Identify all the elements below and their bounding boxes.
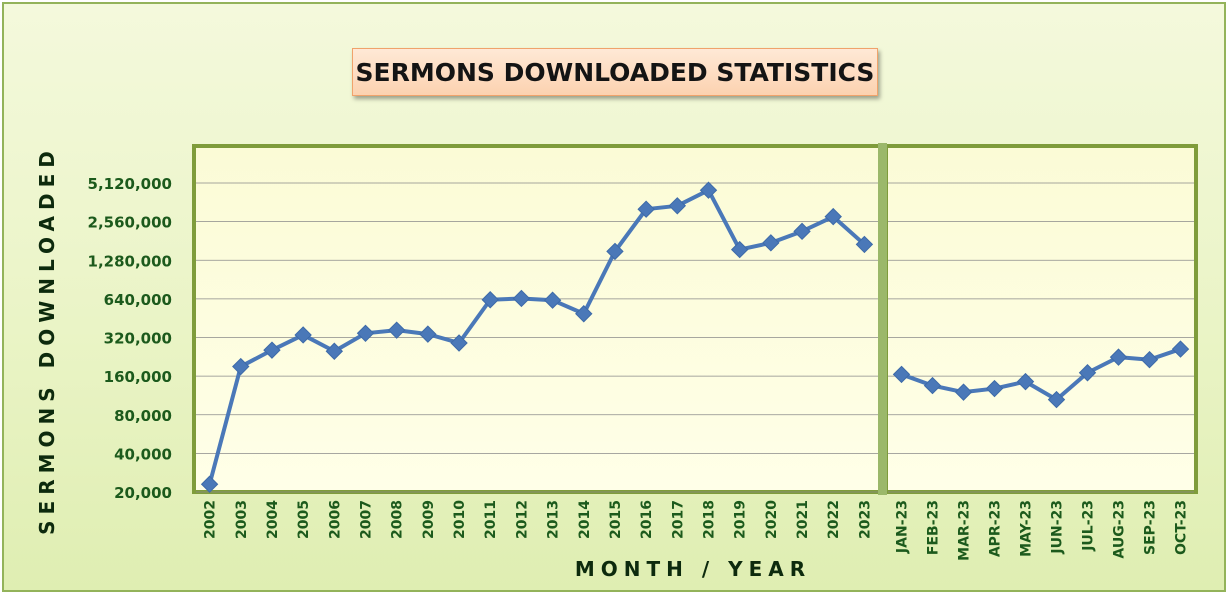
x-axis-ticks: 2002 2003 2004 2005 2006 2007 2008 2009 2010 2011… <box>203 500 1190 561</box>
x-axis-title: MONTH / YEAR <box>575 557 811 581</box>
series-line-monthly <box>900 347 1182 402</box>
plot-panel-1 <box>192 144 882 494</box>
data-point <box>855 235 874 254</box>
data-point <box>325 342 344 360</box>
data-point <box>1047 390 1066 409</box>
x-tick-label: 2016 <box>639 500 655 539</box>
panel-divider <box>878 143 887 495</box>
x-tick-label: 2002 <box>203 500 219 539</box>
x-tick-label: JUL-23 <box>1081 500 1097 552</box>
x-tick-label: MAY-23 <box>1019 500 1035 557</box>
data-point <box>730 240 749 259</box>
data-point <box>200 475 219 493</box>
chart-title-box: SERMONS DOWNLOADED STATISTICS <box>352 48 878 96</box>
x-tick-label: 2011 <box>483 500 499 539</box>
data-point <box>762 234 780 252</box>
x-tick-label: AUG-23 <box>1112 500 1128 559</box>
x-tick-label: JAN-23 <box>895 500 911 554</box>
data-point <box>892 365 911 384</box>
y-tick-label: 1,280,000 <box>88 252 172 270</box>
data-point <box>793 222 811 241</box>
data-point <box>1140 350 1159 369</box>
y-tick-label: 160,000 <box>104 368 172 386</box>
x-tick-label: 2019 <box>733 500 749 539</box>
y-tick-label: 320,000 <box>104 330 172 348</box>
y-tick-label: 80,000 <box>114 407 172 425</box>
data-point <box>450 334 468 352</box>
data-point <box>481 291 499 309</box>
data-point <box>637 200 655 218</box>
x-tick-label: 2009 <box>421 500 437 539</box>
x-tick-label: 2017 <box>670 500 686 539</box>
y-tick-label: 20,000 <box>114 484 172 502</box>
y-tick-label: 5,120,000 <box>88 175 172 193</box>
data-point <box>419 325 437 343</box>
x-tick-label: SEP-23 <box>1143 500 1159 555</box>
x-tick-label: 2004 <box>265 500 281 539</box>
x-tick-label: 2021 <box>795 500 811 539</box>
data-point <box>543 291 562 309</box>
data-point <box>606 242 624 261</box>
data-point <box>985 379 1004 398</box>
data-point <box>824 207 842 226</box>
x-tick-label: 2003 <box>234 500 250 539</box>
data-point <box>1171 340 1190 358</box>
x-tick-label: 2010 <box>452 500 468 539</box>
axis-titles: MONTH / YEAR SERMONS DOWNLOADED <box>35 145 811 581</box>
x-tick-label: 2007 <box>359 500 375 539</box>
data-point <box>954 383 973 401</box>
x-tick-label: MAR-23 <box>957 500 973 561</box>
data-point <box>263 341 281 359</box>
data-point <box>512 289 531 308</box>
series-line-yearly <box>207 188 866 485</box>
data-point <box>232 357 250 376</box>
data-point <box>1109 348 1128 366</box>
x-tick-label: FEB-23 <box>926 500 942 555</box>
x-tick-label: 2023 <box>857 500 873 539</box>
x-tick-label: 2006 <box>327 500 343 539</box>
data-point <box>668 197 687 215</box>
x-tick-label: 2018 <box>702 500 718 539</box>
y-axis-ticks: 20,000 40,000 80,000 160,000 320,000 640,000 1… <box>88 175 172 502</box>
data-point <box>387 321 406 339</box>
x-tick-label: 2022 <box>826 500 842 539</box>
x-tick-label: 2012 <box>514 500 530 539</box>
x-tick-label: OCT-23 <box>1174 500 1190 555</box>
data-point <box>575 305 593 323</box>
series <box>200 181 1190 493</box>
x-tick-label: 2013 <box>546 500 562 539</box>
data-point <box>923 376 942 395</box>
data-point <box>699 181 718 199</box>
x-tick-label: 2008 <box>390 500 406 539</box>
x-tick-label: 2015 <box>608 500 624 539</box>
data-point <box>294 326 312 344</box>
y-axis-title: SERMONS DOWNLOADED <box>35 145 59 535</box>
plot-panel-2 <box>884 144 1198 494</box>
data-point <box>1016 372 1035 391</box>
chart-title: SERMONS DOWNLOADED STATISTICS <box>355 57 875 87</box>
x-tick-label: APR-23 <box>988 500 1004 557</box>
x-tick-label: 2020 <box>764 500 780 539</box>
y-tick-label: 640,000 <box>104 291 172 309</box>
data-point <box>356 324 375 343</box>
y-tick-label: 2,560,000 <box>88 214 172 232</box>
x-tick-label: 2005 <box>296 500 312 539</box>
y-tick-label: 40,000 <box>114 445 172 463</box>
x-tick-label: 2014 <box>577 500 593 539</box>
plot-area <box>192 143 1198 495</box>
x-tick-label: JUN-23 <box>1050 500 1066 555</box>
data-point <box>1078 364 1097 382</box>
